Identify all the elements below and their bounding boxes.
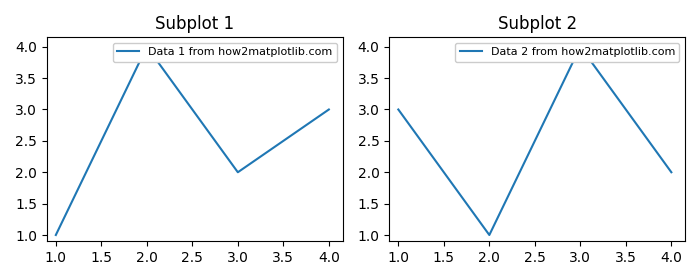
Line: Data 1 from how2matplotlib.com: Data 1 from how2matplotlib.com xyxy=(56,47,329,235)
Legend: Data 2 from how2matplotlib.com: Data 2 from how2matplotlib.com xyxy=(455,43,680,62)
Data 2 from how2matplotlib.com xyxy=(485,233,494,237)
Data 1 from how2matplotlib.com xyxy=(325,108,333,111)
Data 1 from how2matplotlib.com xyxy=(234,171,242,174)
Data 2 from how2matplotlib.com xyxy=(576,45,584,48)
Data 1 from how2matplotlib.com xyxy=(143,45,151,48)
Data 1 from how2matplotlib.com xyxy=(52,233,60,237)
Line: Data 2 from how2matplotlib.com: Data 2 from how2matplotlib.com xyxy=(398,47,671,235)
Data 2 from how2matplotlib.com xyxy=(667,171,676,174)
Data 2 from how2matplotlib.com xyxy=(394,108,402,111)
Title: Subplot 2: Subplot 2 xyxy=(498,15,577,33)
Legend: Data 1 from how2matplotlib.com: Data 1 from how2matplotlib.com xyxy=(113,43,337,62)
Title: Subplot 1: Subplot 1 xyxy=(155,15,234,33)
